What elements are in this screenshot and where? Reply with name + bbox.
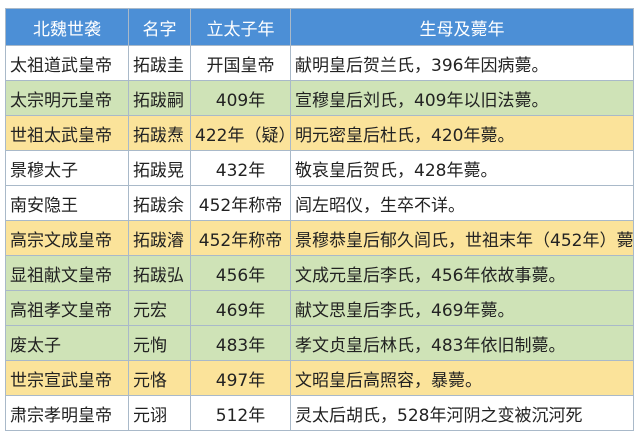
header-mother: 生母及薨年 [290, 8, 634, 46]
cell-title: 南安隐王 [5, 185, 129, 221]
cell-mother: 献文思皇后李氏，469年薨。 [290, 290, 634, 326]
table-row: 显祖献文皇帝 拓跋弘 456年 文成元皇后李氏，456年依故事薨。 [5, 255, 634, 291]
cell-title: 世祖太武皇帝 [5, 115, 129, 151]
table-row: 废太子 元恂 483年 孝文贞皇后林氏，483年依旧制薨。 [5, 325, 634, 361]
cell-name: 拓跋濬 [128, 220, 191, 256]
cell-year: 409年 [190, 80, 291, 116]
cell-year: 422年（疑） [190, 115, 291, 151]
cell-name: 元宏 [128, 290, 191, 326]
cell-title: 废太子 [5, 325, 129, 361]
cell-mother: 文成元皇后李氏，456年依故事薨。 [290, 255, 634, 291]
cell-name: 拓跋嗣 [128, 80, 191, 116]
cell-title: 高宗文成皇帝 [5, 220, 129, 256]
cell-title: 世宗宣武皇帝 [5, 360, 129, 396]
cell-year: 452年称帝 [190, 220, 291, 256]
cell-title: 太宗明元皇帝 [5, 80, 129, 116]
cell-name: 元恪 [128, 360, 191, 396]
cell-mother: 敬哀皇后贺氏，428年薨。 [290, 150, 634, 186]
cell-name: 元恂 [128, 325, 191, 361]
cell-year: 452年称帝 [190, 185, 291, 221]
header-year: 立太子年 [190, 8, 291, 46]
cell-year: 483年 [190, 325, 291, 361]
header-title: 北魏世袭 [5, 8, 129, 46]
cell-name: 拓跋圭 [128, 45, 191, 81]
cell-year: 512年 [190, 395, 291, 431]
cell-mother: 灵太后胡氏，528年河阴之变被沉河死 [290, 395, 634, 431]
table-row: 世祖太武皇帝 拓跋焘 422年（疑） 明元密皇后杜氏，420年薨。 [5, 115, 634, 151]
cell-name: 拓跋焘 [128, 115, 191, 151]
cell-mother: 献明皇后贺兰氏，396年因病薨。 [290, 45, 634, 81]
table-row: 肃宗孝明皇帝 元诩 512年 灵太后胡氏，528年河阴之变被沉河死 [5, 395, 634, 431]
cell-year: 456年 [190, 255, 291, 291]
table-row: 南安隐王 拓跋余 452年称帝 闾左昭仪，生卒不详。 [5, 185, 634, 221]
cell-name: 元诩 [128, 395, 191, 431]
cell-title: 显祖献文皇帝 [5, 255, 129, 291]
cell-title: 太祖道武皇帝 [5, 45, 129, 81]
cell-title: 景穆太子 [5, 150, 129, 186]
header-name: 名字 [128, 8, 191, 46]
cell-mother: 文昭皇后高照容，暴薨。 [290, 360, 634, 396]
cell-title: 肃宗孝明皇帝 [5, 395, 129, 431]
cell-mother: 孝文贞皇后林氏，483年依旧制薨。 [290, 325, 634, 361]
table-row: 太祖道武皇帝 拓跋圭 开国皇帝 献明皇后贺兰氏，396年因病薨。 [5, 45, 634, 81]
table-row: 高宗文成皇帝 拓跋濬 452年称帝 景穆恭皇后郁久闾氏，世祖末年（452年）薨 [5, 220, 634, 256]
table-row: 太宗明元皇帝 拓跋嗣 409年 宣穆皇后刘氏，409年以旧法薨。 [5, 80, 634, 116]
cell-mother: 闾左昭仪，生卒不详。 [290, 185, 634, 221]
cell-year: 497年 [190, 360, 291, 396]
header-row: 北魏世袭 名字 立太子年 生母及薨年 [5, 8, 634, 46]
table-row: 景穆太子 拓跋晃 432年 敬哀皇后贺氏，428年薨。 [5, 150, 634, 186]
cell-year: 469年 [190, 290, 291, 326]
cell-name: 拓跋弘 [128, 255, 191, 291]
cell-year: 开国皇帝 [190, 45, 291, 81]
cell-name: 拓跋晃 [128, 150, 191, 186]
cell-mother: 宣穆皇后刘氏，409年以旧法薨。 [290, 80, 634, 116]
cell-title: 高祖孝文皇帝 [5, 290, 129, 326]
cell-year: 432年 [190, 150, 291, 186]
cell-mother: 明元密皇后杜氏，420年薨。 [290, 115, 634, 151]
cell-mother: 景穆恭皇后郁久闾氏，世祖末年（452年）薨 [290, 220, 634, 256]
succession-table: 北魏世袭 名字 立太子年 生母及薨年 太祖道武皇帝 拓跋圭 开国皇帝 献明皇后贺兰氏，… [5, 8, 634, 431]
table-row: 世宗宣武皇帝 元恪 497年 文昭皇后高照容，暴薨。 [5, 360, 634, 396]
cell-name: 拓跋余 [128, 185, 191, 221]
table-row: 高祖孝文皇帝 元宏 469年 献文思皇后李氏，469年薨。 [5, 290, 634, 326]
